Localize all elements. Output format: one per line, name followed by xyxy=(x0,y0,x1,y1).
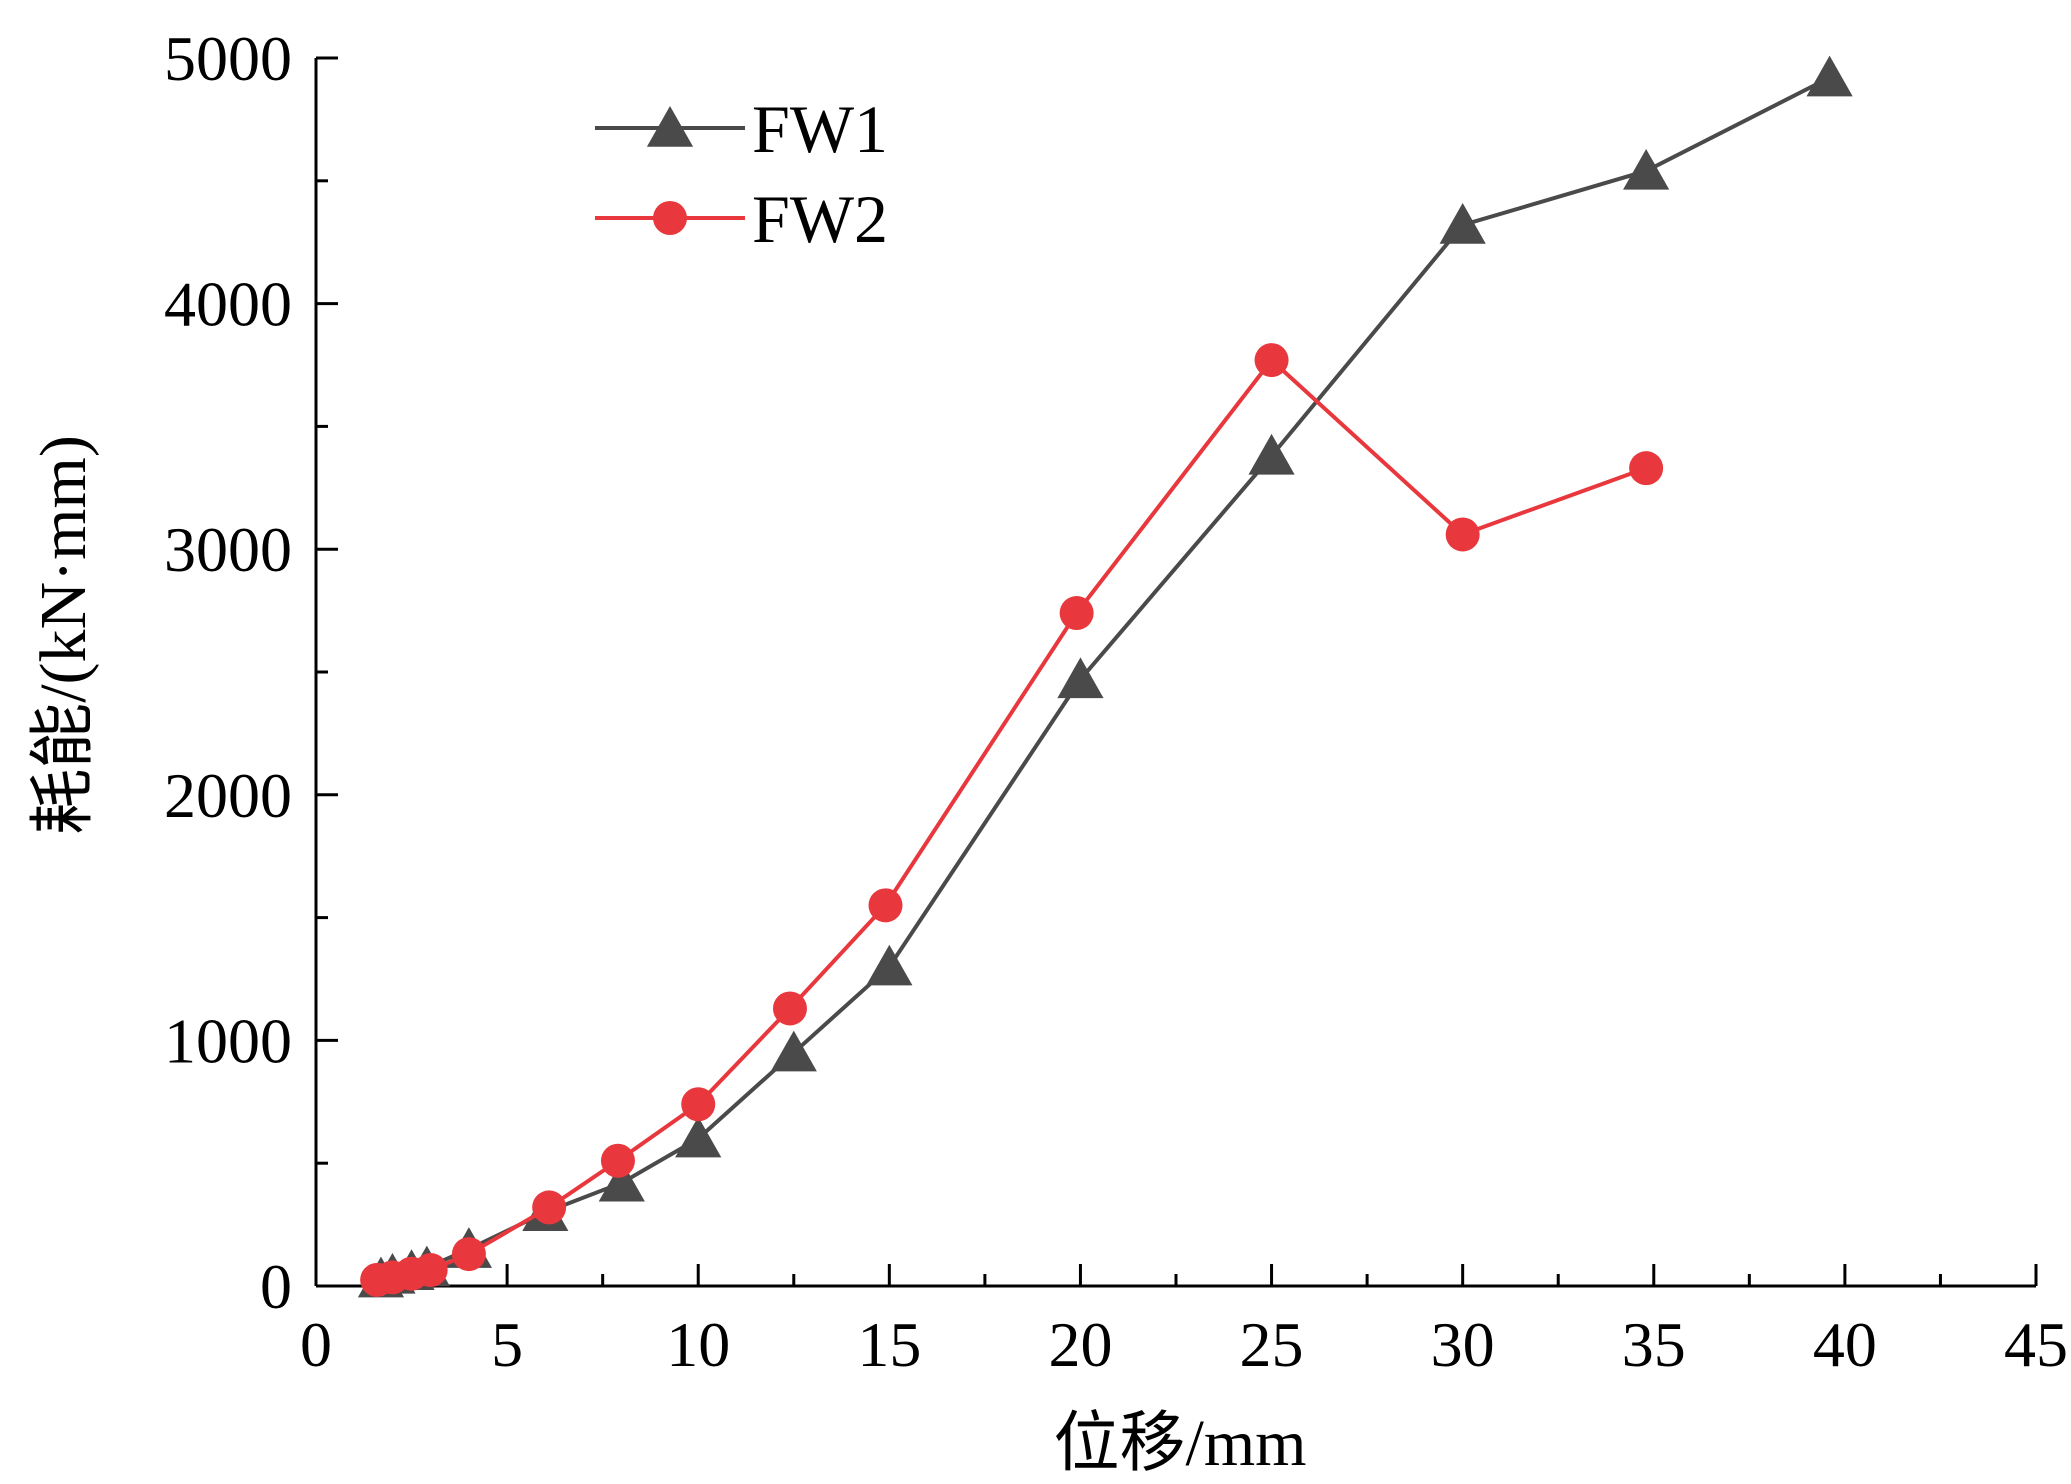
x-tick-label: 0 xyxy=(300,1309,332,1380)
series-layer xyxy=(357,55,1853,1298)
legend-marker-fw1 xyxy=(646,106,694,147)
x-tick-label: 20 xyxy=(1048,1309,1112,1380)
data-point-fw1 xyxy=(1806,55,1853,97)
data-point-fw2 xyxy=(1629,451,1664,486)
y-tick-label: 5000 xyxy=(164,23,292,94)
data-point-fw2 xyxy=(681,1087,716,1122)
legend-label-fw2: FW2 xyxy=(752,181,888,257)
series-fw1 xyxy=(357,55,1853,1298)
y-tick-label: 4000 xyxy=(164,269,292,340)
data-point-fw1 xyxy=(1248,433,1295,475)
x-tick-label: 40 xyxy=(1813,1309,1877,1380)
series-fw2 xyxy=(360,343,1664,1297)
data-point-fw1 xyxy=(1623,148,1670,190)
legend-label-fw1: FW1 xyxy=(752,91,888,167)
y-tick-label: 3000 xyxy=(164,514,292,585)
data-point-fw1 xyxy=(1057,657,1104,699)
x-axis-title: 位移/mm xyxy=(1053,1407,1306,1480)
data-point-fw2 xyxy=(1445,517,1480,552)
x-tick-label: 5 xyxy=(491,1309,523,1380)
data-point-fw2 xyxy=(1059,596,1094,631)
series-line-fw1 xyxy=(380,75,1831,1281)
data-point-fw2 xyxy=(868,888,903,923)
y-axis-title: 耗能/(kN·mm) xyxy=(27,435,100,835)
x-tick-label: 35 xyxy=(1622,1309,1686,1380)
data-point-fw1 xyxy=(1439,203,1486,244)
data-point-fw1 xyxy=(598,1160,645,1202)
y-tick-label: 1000 xyxy=(164,1005,292,1076)
data-point-fw1 xyxy=(770,1030,817,1072)
data-point-fw2 xyxy=(600,1143,635,1178)
y-tick-label: 0 xyxy=(260,1251,292,1322)
data-point-fw2 xyxy=(532,1190,567,1225)
axes: 0 5 10 15 20 25 30 35 40 45 0 1000 2000 3000 4000 5000 xyxy=(164,23,2068,1380)
data-point-fw1 xyxy=(675,1116,722,1158)
data-point-fw2 xyxy=(1254,343,1289,378)
data-point-fw2 xyxy=(772,991,807,1026)
data-point-fw2 xyxy=(451,1237,486,1272)
x-tick-label: 15 xyxy=(857,1309,921,1380)
x-tick-label: 45 xyxy=(2004,1309,2068,1380)
x-tick-label: 25 xyxy=(1240,1309,1304,1380)
series-line-fw2 xyxy=(376,357,1647,1282)
data-point-fw2 xyxy=(413,1253,448,1288)
x-tick-label: 30 xyxy=(1431,1309,1495,1380)
data-point-fw1 xyxy=(866,944,913,986)
legend-marker-fw2 xyxy=(653,201,687,235)
y-tick-label: 2000 xyxy=(164,760,292,831)
x-tick-label: 10 xyxy=(666,1309,730,1380)
